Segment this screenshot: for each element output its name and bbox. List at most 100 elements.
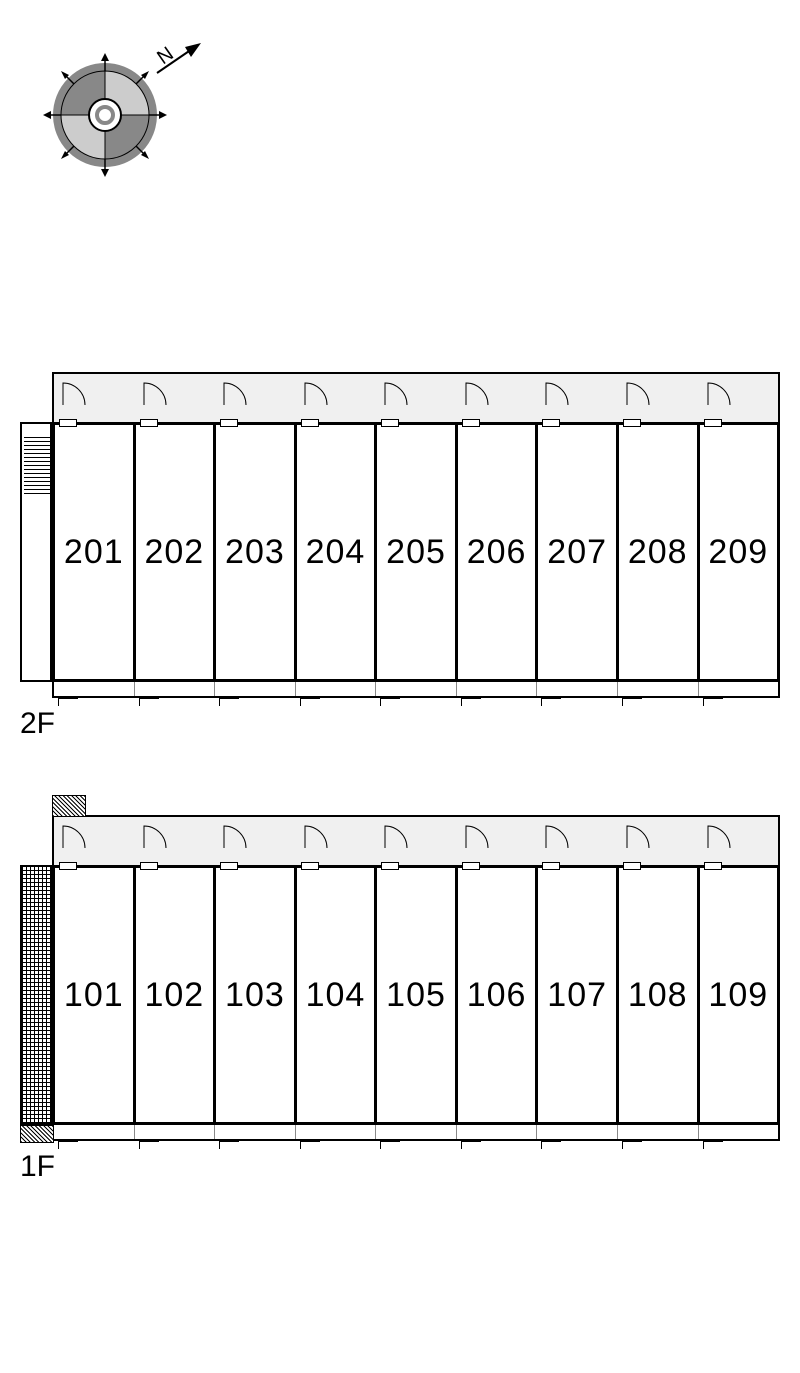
room-109: 109: [700, 868, 778, 1122]
room-105: 105: [377, 868, 458, 1122]
balcony-seg: [376, 1125, 457, 1139]
room-number: 109: [708, 976, 768, 1015]
balcony-seg: [457, 1125, 538, 1139]
door-icon: [59, 419, 77, 427]
door-swing-icon: [706, 377, 736, 407]
rooms-row-1f: 101 102 103 104 105 106: [52, 865, 780, 1125]
door-icon: [542, 862, 560, 870]
door-swing-icon: [142, 377, 172, 407]
room-208: 208: [619, 425, 700, 679]
room-number: 104: [306, 976, 366, 1015]
room-number: 108: [628, 976, 688, 1015]
balcony-mark-icon: [139, 1141, 159, 1149]
room-103: 103: [216, 868, 297, 1122]
floor-label-2f: 2F: [20, 707, 55, 741]
door-icon: [301, 862, 319, 870]
balcony-seg: [215, 1125, 296, 1139]
balcony-mark-icon: [461, 698, 481, 706]
room-number: 106: [467, 976, 527, 1015]
door-icon: [462, 862, 480, 870]
balcony-seg: [699, 682, 779, 696]
stairwell-2f: [20, 422, 52, 682]
room-number: 208: [628, 533, 688, 572]
room-201: 201: [55, 425, 136, 679]
door-swing-icon: [464, 377, 494, 407]
floor-plan-1f: 101 102 103 104 105 106: [20, 815, 780, 1141]
room-206: 206: [458, 425, 539, 679]
floor-plan-2f: 201 202 203 204 205 206: [20, 372, 780, 698]
door-icon: [59, 862, 77, 870]
room-number: 107: [547, 976, 607, 1015]
balcony-seg: [135, 1125, 216, 1139]
door-swing-icon: [464, 820, 494, 850]
balcony-mark-icon: [461, 1141, 481, 1149]
balcony-seg: [54, 682, 135, 696]
room-number: 204: [306, 533, 366, 572]
balcony-seg: [135, 682, 216, 696]
balcony-mark-icon: [380, 698, 400, 706]
compass: N: [35, 30, 215, 190]
door-icon: [301, 419, 319, 427]
balcony-seg: [618, 1125, 699, 1139]
door-swing-icon: [303, 377, 333, 407]
door-swing-icon: [383, 377, 413, 407]
balcony-mark-icon: [300, 698, 320, 706]
room-number: 202: [144, 533, 204, 572]
balcony-mark-icon: [380, 1141, 400, 1149]
door-swing-icon: [706, 820, 736, 850]
room-number: 201: [64, 533, 124, 572]
balcony-mark-icon: [703, 698, 723, 706]
door-swing-icon: [303, 820, 333, 850]
balcony-mark-icon: [58, 1141, 78, 1149]
door-swing-icon: [142, 820, 172, 850]
door-swing-icon: [61, 820, 91, 850]
balcony-mark-icon: [219, 698, 239, 706]
room-204: 204: [297, 425, 378, 679]
room-number: 105: [386, 976, 446, 1015]
balcony-mark-icon: [219, 1141, 239, 1149]
door-swing-icon: [222, 820, 252, 850]
door-icon: [140, 862, 158, 870]
door-swing-icon: [383, 820, 413, 850]
room-number: 207: [547, 533, 607, 572]
door-icon: [542, 419, 560, 427]
door-icon: [381, 419, 399, 427]
door-icon: [140, 419, 158, 427]
balcony-seg: [618, 682, 699, 696]
balcony-seg: [296, 682, 377, 696]
rooms-row-2f: 201 202 203 204 205 206: [52, 422, 780, 682]
room-205: 205: [377, 425, 458, 679]
door-swing-icon: [625, 377, 655, 407]
door-icon: [704, 862, 722, 870]
room-number: 206: [467, 533, 527, 572]
porch-hatch-icon: [52, 795, 86, 817]
room-102: 102: [136, 868, 217, 1122]
room-203: 203: [216, 425, 297, 679]
room-number: 209: [708, 533, 768, 572]
balcony-mark-icon: [622, 698, 642, 706]
room-number: 103: [225, 976, 285, 1015]
balcony-mark-icon: [300, 1141, 320, 1149]
compass-icon: N: [35, 30, 215, 190]
stairwell-1f: [20, 865, 52, 1125]
room-number: 203: [225, 533, 285, 572]
door-icon: [220, 419, 238, 427]
balcony-seg: [537, 682, 618, 696]
room-106: 106: [458, 868, 539, 1122]
balcony-seg: [376, 682, 457, 696]
balcony-seg: [537, 1125, 618, 1139]
door-swing-icon: [222, 377, 252, 407]
room-108: 108: [619, 868, 700, 1122]
balcony-mark-icon: [541, 1141, 561, 1149]
room-number: 101: [64, 976, 124, 1015]
door-icon: [623, 419, 641, 427]
balcony-seg: [699, 1125, 779, 1139]
room-104: 104: [297, 868, 378, 1122]
room-number: 102: [144, 976, 204, 1015]
door-icon: [381, 862, 399, 870]
balcony-mark-icon: [541, 698, 561, 706]
room-207: 207: [538, 425, 619, 679]
balcony-mark-icon: [139, 698, 159, 706]
balcony-seg: [54, 1125, 135, 1139]
floor-label-1f: 1F: [20, 1150, 55, 1184]
